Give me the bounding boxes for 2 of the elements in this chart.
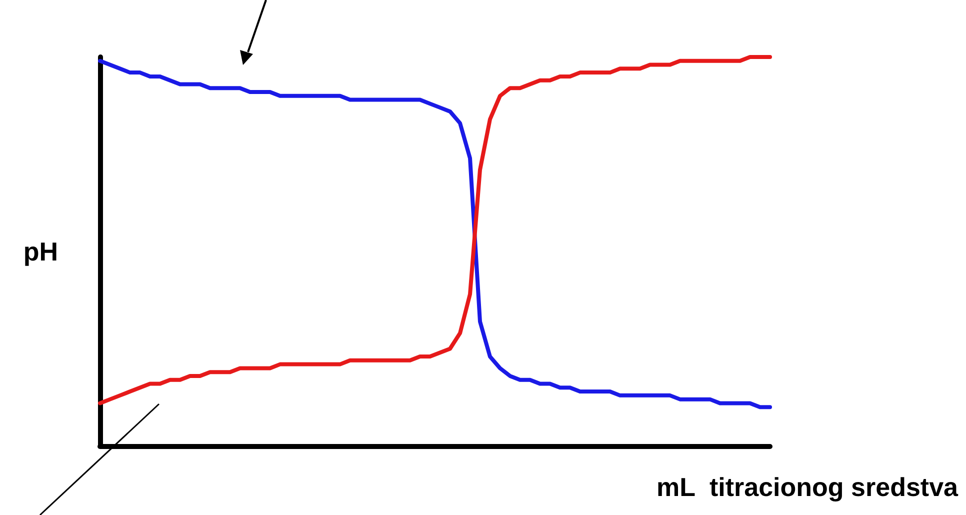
- y-axis-title: pH: [23, 236, 58, 266]
- x-axis-title: mL titracionog sredstva: [656, 472, 959, 502]
